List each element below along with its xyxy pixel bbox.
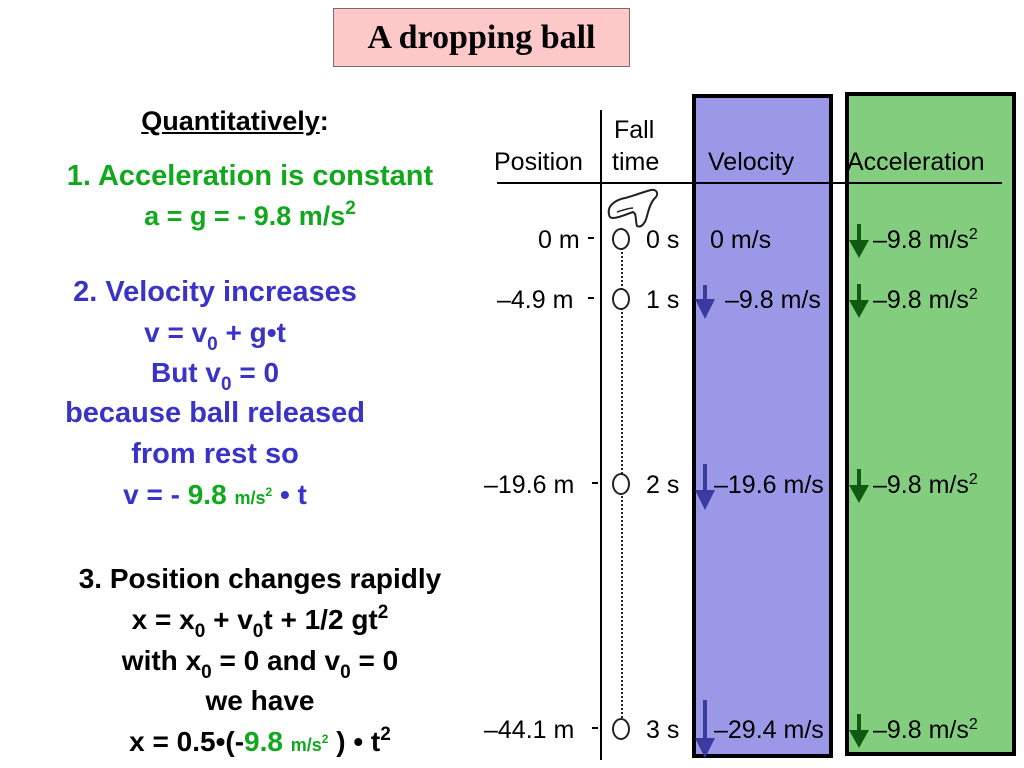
s3l5-a: x = 0.5•(-: [129, 726, 245, 757]
ball-icon: [612, 473, 630, 495]
row2-velocity: –19.6 m/s: [714, 471, 824, 499]
time-column-divider: [600, 110, 602, 760]
s2l2-sub: 0: [207, 334, 218, 355]
section3-line5: x = 0.5•(-9.8 m/s2 ) • t2: [30, 724, 490, 758]
s3l2-c: t + 1/2 gt: [263, 604, 378, 635]
acceleration-panel: [845, 92, 1016, 756]
down-arrow-icon: [849, 284, 869, 318]
page-title: A dropping ball: [333, 8, 630, 67]
section2-line5: from rest so: [131, 438, 299, 470]
s2l3-sub: 0: [220, 374, 232, 395]
s3l5-num: 9.8: [244, 726, 283, 757]
s2l6-num: 9.8: [187, 479, 227, 510]
s1-formula: a = g = - 9.8 m/s: [144, 201, 346, 231]
s3l2-sub1: 0: [194, 621, 206, 642]
section2-line1: 2. Velocity increases: [73, 276, 357, 308]
heading-text: Quantitatively: [141, 106, 320, 136]
row0-tick: [588, 237, 594, 239]
row3-time: 3 s: [646, 716, 680, 744]
row1-acc-text: –9.8 m/s: [873, 286, 969, 314]
s3l5-b: ) • t: [328, 726, 381, 757]
header-acceleration: Acceleration: [847, 148, 985, 176]
section1-line2: a = g = - 9.8 m/s2: [20, 198, 480, 232]
row1-time: 1 s: [646, 286, 680, 314]
row3-acc-text: –9.8 m/s: [873, 716, 969, 744]
down-arrow-icon: [695, 285, 715, 319]
row2-acceleration: –9.8 m/s2: [873, 471, 978, 500]
section3-line2: x = x0 + v0t + 1/2 gt2: [30, 602, 490, 642]
ball-icon: [612, 718, 630, 740]
section1-line1: 1. Acceleration is constant: [66, 160, 434, 192]
section3-line4: we have: [205, 685, 315, 716]
s2l6-a: v = -: [123, 479, 188, 510]
row0-acc-sup: 2: [968, 226, 978, 243]
section3-line1: 3. Position changes rapidly: [78, 563, 442, 594]
section2-line6: v = - 9.8 m/s2 • t: [0, 479, 430, 511]
down-arrow-icon: [695, 700, 715, 758]
s2l6-b: • t: [272, 479, 307, 510]
s3l2-sub2: 0: [252, 621, 264, 642]
down-arrow-icon: [849, 714, 869, 748]
velocity-panel: [692, 94, 833, 758]
row0-acceleration: –9.8 m/s2: [873, 226, 978, 255]
row3-tick: [592, 727, 598, 729]
row1-acc-sup: 2: [968, 286, 978, 303]
section3-line3: with x0 = 0 and v0 = 0: [30, 645, 490, 683]
s2l6-unit: m/s: [234, 488, 266, 508]
hand-icon: [607, 188, 659, 228]
header-velocity: Velocity: [708, 148, 795, 176]
row0-velocity: 0 m/s: [710, 226, 772, 254]
row3-acc-sup: 2: [968, 716, 978, 733]
down-arrow-icon: [849, 224, 869, 258]
row3-velocity: –29.4 m/s: [714, 716, 824, 744]
s3l3-sub2: 0: [340, 662, 351, 683]
section2-line4: because ball released: [65, 397, 365, 429]
s3l3-sub1: 0: [201, 662, 212, 683]
row2-position: –19.6 m: [484, 471, 575, 499]
s3l5-unit-sup: 2: [321, 732, 329, 746]
s2l6-unit-sup: 2: [265, 485, 273, 499]
section2-line3: But v0 = 0: [0, 357, 430, 395]
ball-icon: [612, 228, 630, 250]
s2l3-b: = 0: [231, 357, 280, 388]
row3-acceleration: –9.8 m/s2: [873, 716, 978, 745]
heading-colon: :: [319, 106, 329, 136]
header-fall: Fall: [614, 116, 655, 144]
quantitatively-heading: Quantitatively:: [60, 106, 410, 137]
row0-time: 0 s: [646, 226, 680, 254]
s1-formula-sup: 2: [345, 198, 356, 219]
title-text: A dropping ball: [367, 18, 596, 56]
s3l5-sup: 2: [380, 724, 391, 745]
s2l2-b: + g•t: [217, 317, 286, 348]
row0-position: 0 m: [538, 226, 580, 254]
header-position: Position: [494, 148, 583, 176]
header-rule: [497, 182, 1002, 184]
s3l5-unit: m/s: [290, 735, 322, 755]
s3l3-a: with x: [121, 645, 202, 676]
row2-acc-sup: 2: [968, 471, 978, 488]
s3l2-sup: 2: [377, 602, 389, 623]
down-arrow-icon: [695, 464, 715, 510]
header-time: time: [612, 148, 660, 176]
row3-position: –44.1 m: [484, 716, 575, 744]
row2-tick: [592, 482, 598, 484]
s3l3-c: = 0: [350, 645, 399, 676]
down-arrow-icon: [849, 469, 869, 503]
s2l3-a: But v: [150, 357, 221, 388]
ball-icon: [612, 288, 630, 310]
row2-time: 2 s: [646, 471, 680, 499]
row1-tick: [588, 297, 594, 299]
s3l2-b: + v: [205, 604, 253, 635]
row0-acc-text: –9.8 m/s: [873, 226, 969, 254]
s3l2-a: x = x: [131, 604, 195, 635]
row1-position: –4.9 m: [497, 286, 574, 314]
row1-velocity: –9.8 m/s: [725, 286, 821, 314]
row2-acc-text: –9.8 m/s: [873, 471, 969, 499]
section2-line2: v = v0 + g•t: [0, 317, 430, 355]
s3l3-b: = 0 and v: [211, 645, 341, 676]
row1-acceleration: –9.8 m/s2: [873, 286, 978, 315]
s2l2-a: v = v: [144, 317, 208, 348]
